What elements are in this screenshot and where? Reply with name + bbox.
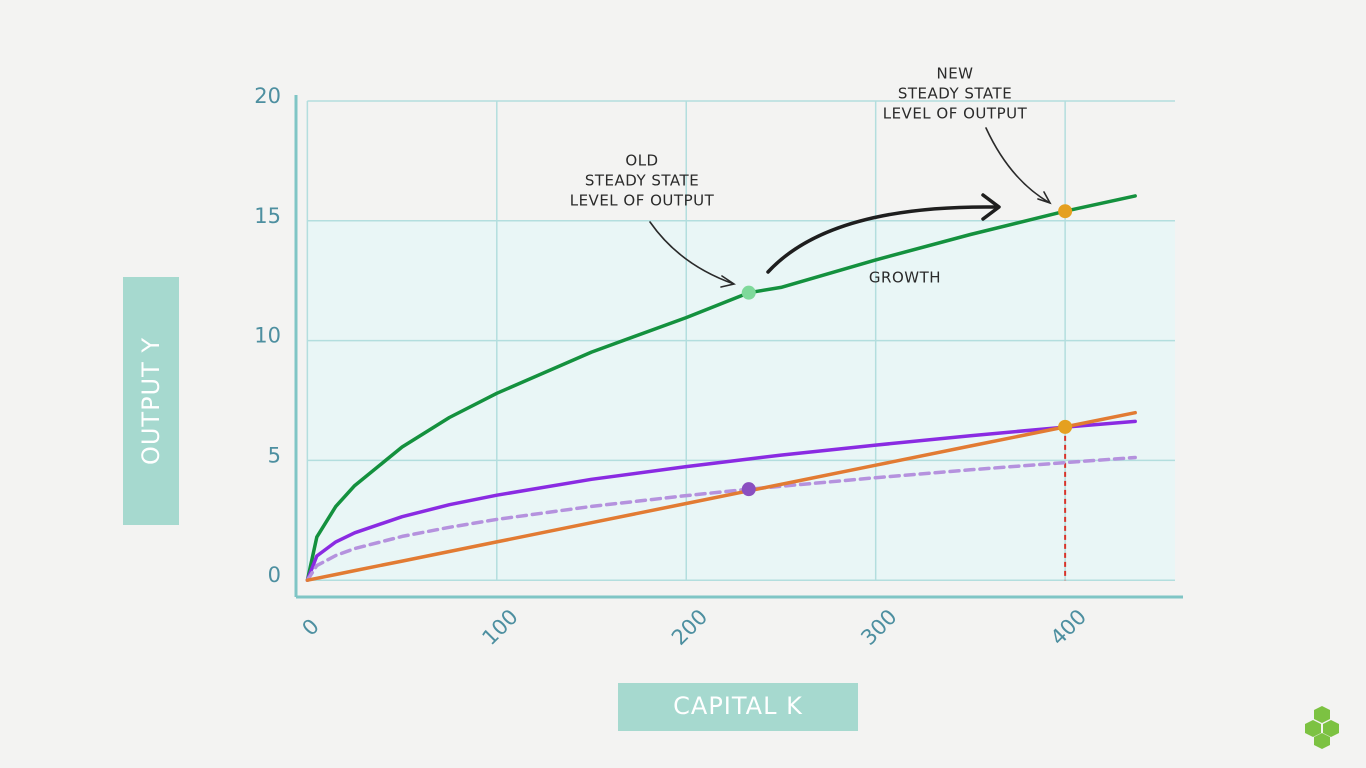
y-tick-label: 5 bbox=[268, 443, 281, 467]
x-label-box bbox=[618, 683, 858, 731]
annotation-text: STEADY STATE bbox=[898, 85, 1012, 103]
plot-shade bbox=[307, 220, 1175, 581]
annotation-text: LEVEL OF OUTPUT bbox=[570, 192, 715, 210]
annotation-text: OLD bbox=[625, 152, 658, 170]
series-line bbox=[305, 194, 1137, 582]
y-tick-label: 15 bbox=[254, 204, 281, 228]
y-tick-label: 20 bbox=[254, 84, 281, 108]
annotation-text: GROWTH bbox=[869, 269, 941, 287]
annotation-text: LEVEL OF OUTPUT bbox=[883, 105, 1028, 123]
y-axis-title: OUTPUT Y bbox=[137, 337, 165, 465]
annotation-pointer bbox=[985, 127, 1052, 205]
logo bbox=[1305, 706, 1339, 749]
x-axis-title: CAPITAL K bbox=[673, 692, 803, 720]
series-line bbox=[305, 455, 1137, 582]
point bbox=[741, 285, 756, 300]
growth-arrowhead bbox=[981, 193, 1001, 221]
y-tick-label: 10 bbox=[254, 324, 281, 348]
y-label-box bbox=[123, 277, 179, 525]
annotation-pointer bbox=[649, 221, 736, 288]
series-line bbox=[305, 419, 1137, 582]
point bbox=[1058, 419, 1073, 434]
annotation-text: STEADY STATE bbox=[585, 172, 699, 190]
y-tick-label: 0 bbox=[268, 563, 281, 587]
annotation-text: NEW bbox=[936, 65, 973, 83]
point bbox=[1058, 204, 1073, 219]
series-line bbox=[305, 410, 1137, 582]
point bbox=[741, 482, 756, 497]
growth-arrow bbox=[766, 205, 997, 274]
